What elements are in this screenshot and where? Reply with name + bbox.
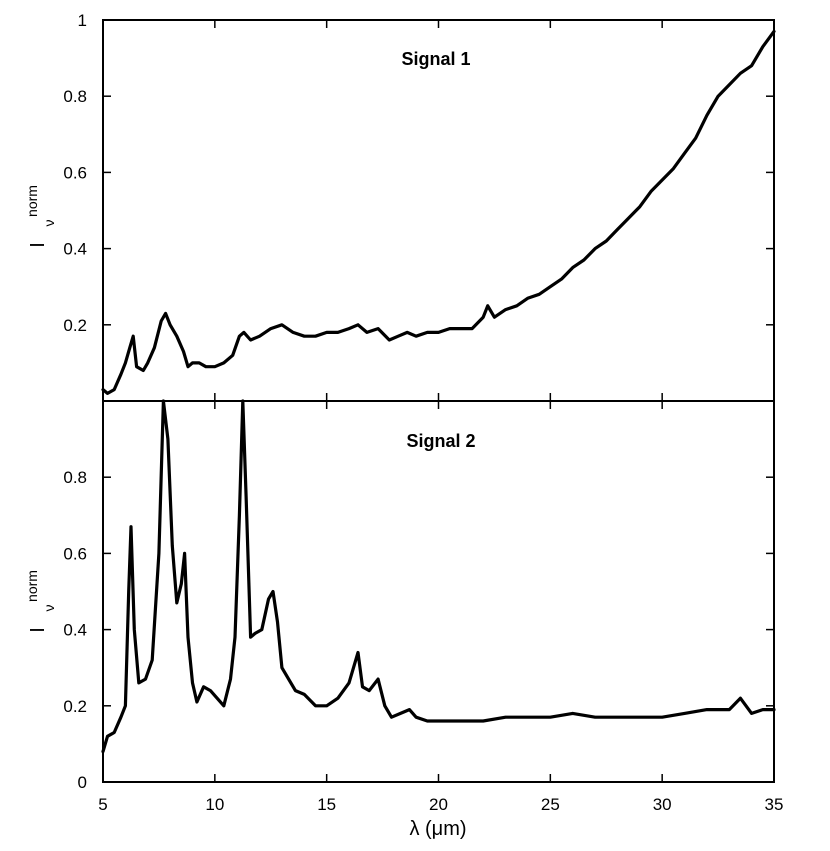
y-axis-label-subscript-2: ν <box>41 605 57 612</box>
y-tick-label: 0.8 <box>63 468 87 487</box>
x-tick-label: 15 <box>317 795 336 814</box>
y-tick-label: 0.6 <box>63 544 87 563</box>
y-axis-label-signal-2: I norm ν <box>24 570 57 633</box>
panel-signal-1: Signal 1 I norm ν 0.2 0.4 0.6 0.8 1 <box>24 11 776 402</box>
x-axis-label: λ (μm) <box>409 818 466 840</box>
y-axis-label-superscript-2: norm <box>24 570 40 602</box>
series-line <box>101 29 776 395</box>
x-tick-label: 20 <box>429 795 448 814</box>
x-tick-label: 5 <box>98 795 107 814</box>
x-tick-label: 30 <box>653 795 672 814</box>
panel-signal-2: Signal 2 I norm ν 5 10 15 20 25 30 35 0 0.2 0.4 0.… <box>24 399 783 840</box>
series-line <box>101 399 776 754</box>
y-tick-label: 0.4 <box>63 240 87 259</box>
y-tick-label: 0 <box>78 773 87 792</box>
ticks-signal-1: 0.2 0.4 0.6 0.8 1 <box>63 11 775 401</box>
x-tick-label: 10 <box>205 795 224 814</box>
y-axis-label-subscript-1: ν <box>41 220 57 227</box>
y-tick-label: 1 <box>78 11 87 30</box>
panel-title-signal-1: Signal 1 <box>401 49 470 69</box>
ticks-signal-2: 5 10 15 20 25 30 35 0 0.2 0.4 0.6 0.8 <box>63 401 783 814</box>
series-signal-1 <box>101 29 776 395</box>
y-axis-label-signal-1: I norm ν <box>24 185 57 248</box>
plot-area-signal-2 <box>102 400 775 783</box>
y-tick-label: 0.2 <box>63 697 87 716</box>
y-tick-label: 0.2 <box>63 316 87 335</box>
series-signal-2 <box>101 399 776 754</box>
y-tick-label: 0.8 <box>63 87 87 106</box>
panel-title-signal-2: Signal 2 <box>406 431 475 451</box>
y-axis-label-main-2: I <box>27 627 49 633</box>
x-tick-label: 25 <box>541 795 560 814</box>
y-tick-label: 0.4 <box>63 621 87 640</box>
plot-area-signal-1 <box>102 19 775 402</box>
y-axis-label-main-1: I <box>27 242 49 248</box>
y-axis-label-superscript-1: norm <box>24 185 40 217</box>
x-tick-label: 35 <box>765 795 784 814</box>
y-tick-label: 0.6 <box>63 163 87 182</box>
